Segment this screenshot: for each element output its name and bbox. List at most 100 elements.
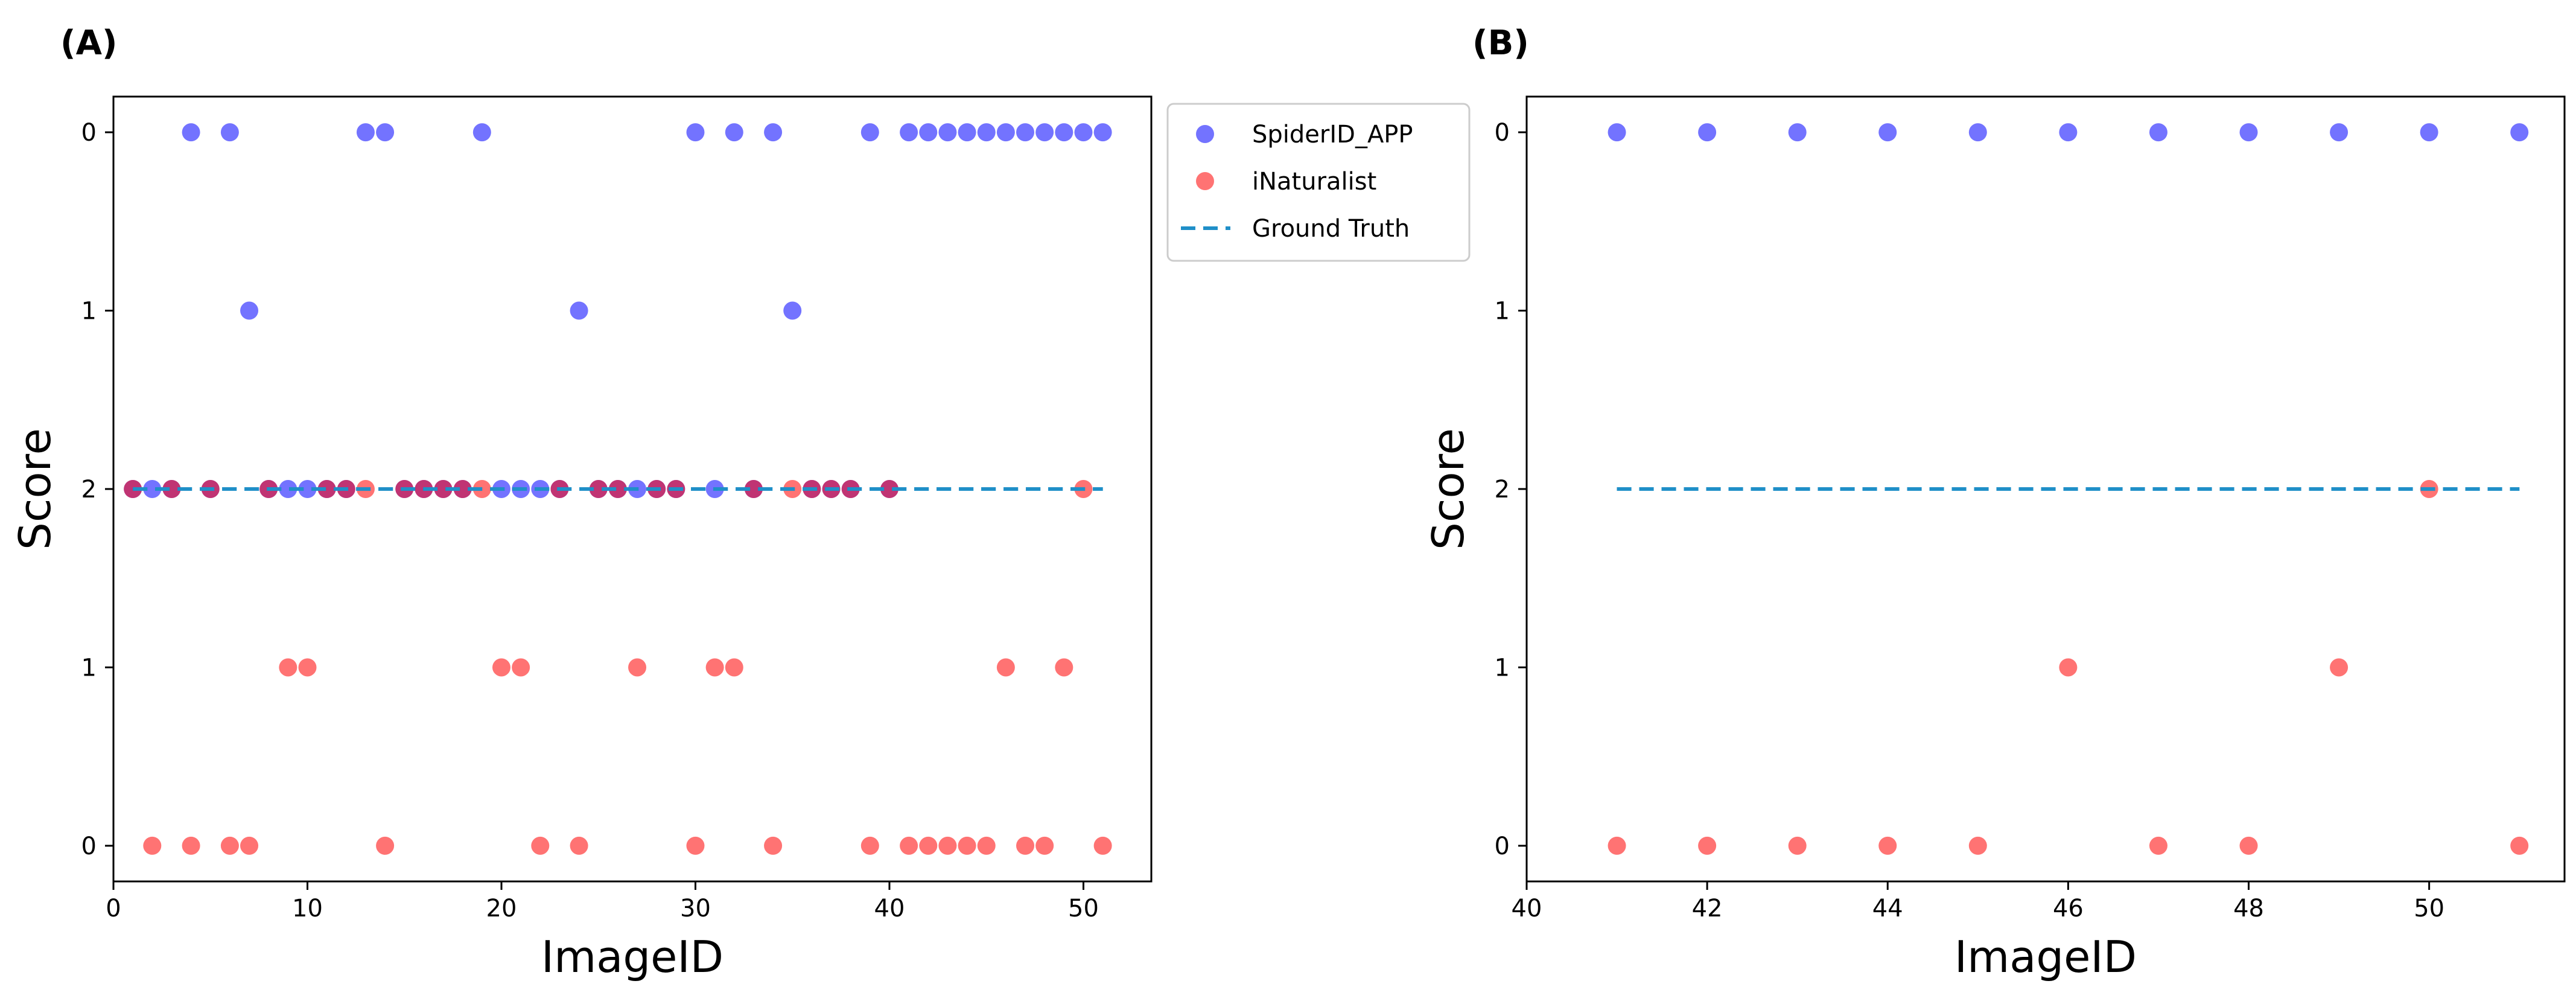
inaturalist-point <box>900 836 918 855</box>
spiderid-app-point <box>2330 123 2349 142</box>
inaturalist-point <box>919 836 938 855</box>
spiderid-app-point <box>977 123 996 142</box>
inaturalist-point <box>958 836 976 855</box>
spiderid-app-point <box>958 123 976 142</box>
spiderid-app-point <box>1055 123 1073 142</box>
inaturalist-point <box>2059 658 2078 677</box>
inaturalist-point <box>182 836 200 855</box>
spiderid-app-point <box>938 123 957 142</box>
inaturalist-point <box>162 480 181 498</box>
y-tick-label: 1 <box>1495 298 1510 325</box>
legend-marker-1 <box>1196 172 1214 190</box>
inaturalist-point <box>705 658 724 677</box>
spiderid-app-point <box>279 480 297 498</box>
inaturalist-point <box>317 480 336 498</box>
x-tick-label: 40 <box>874 895 905 922</box>
y-tick-label: 1 <box>1495 654 1510 682</box>
inaturalist-point <box>1698 836 1717 855</box>
spiderid-app-point <box>298 480 317 498</box>
spiderid-app-point <box>1878 123 1897 142</box>
x-tick-label: 42 <box>1692 895 1723 922</box>
x-axis-label: ImageID <box>541 932 724 982</box>
legend-label-2: Ground Truth <box>1252 215 1410 243</box>
y-tick-label: 1 <box>81 654 97 682</box>
inaturalist-point <box>1016 836 1035 855</box>
spiderid-app-point <box>686 123 705 142</box>
inaturalist-point <box>531 836 550 855</box>
x-tick-label: 50 <box>2414 895 2444 922</box>
spiderid-app-point <box>1016 123 1035 142</box>
x-tick-label: 20 <box>486 895 517 922</box>
spiderid-app-point <box>1074 123 1093 142</box>
inaturalist-point <box>2149 836 2167 855</box>
spiderid-app-point <box>356 123 375 142</box>
legend: SpiderID_APP iNaturalist Ground Truth <box>1166 103 1471 262</box>
inaturalist-point <box>880 480 898 498</box>
spiderid-app-point <box>900 123 918 142</box>
inaturalist-point <box>1968 836 1987 855</box>
x-tick-label: 44 <box>1872 895 1903 922</box>
inaturalist-point <box>744 480 763 498</box>
spiderid-app-point <box>240 301 259 320</box>
spiderid-app-point <box>764 123 783 142</box>
y-tick-label: 0 <box>1495 833 1510 860</box>
spiderid-app-point <box>996 123 1015 142</box>
y-tick-label: 0 <box>81 833 97 860</box>
inaturalist-point <box>434 480 453 498</box>
inaturalist-point <box>1608 836 1626 855</box>
x-tick-label: 46 <box>2053 895 2084 922</box>
legend-label-1: iNaturalist <box>1252 168 1376 196</box>
y-axis-label: Score <box>1423 428 1474 550</box>
y-axis-label: Score <box>10 428 60 550</box>
inaturalist-point <box>143 836 162 855</box>
inaturalist-point <box>2239 836 2258 855</box>
inaturalist-point <box>1788 836 1807 855</box>
spiderid-app-point <box>1608 123 1626 142</box>
spiderid-app-point <box>2510 123 2529 142</box>
spiderid-app-point <box>1788 123 1807 142</box>
spiderid-app-point <box>570 301 588 320</box>
inaturalist-point <box>298 658 317 677</box>
spiderid-app-point <box>783 301 802 320</box>
x-tick-label: 50 <box>1068 895 1099 922</box>
x-axis-label: ImageID <box>1954 932 2137 982</box>
x-tick-label: 40 <box>1512 895 1542 922</box>
legend-label-0: SpiderID_APP <box>1252 121 1413 149</box>
spiderid-app-point <box>1093 123 1112 142</box>
inaturalist-point <box>453 480 472 498</box>
inaturalist-point <box>512 658 530 677</box>
spiderid-app-point <box>2420 123 2438 142</box>
inaturalist-point <box>938 836 957 855</box>
inaturalist-point <box>2510 836 2529 855</box>
spiderid-app-point <box>1035 123 1054 142</box>
inaturalist-point <box>860 836 879 855</box>
spiderid-app-point <box>1698 123 1717 142</box>
inaturalist-point <box>240 836 259 855</box>
spiderid-app-point <box>725 123 743 142</box>
spiderid-app-point <box>143 480 162 498</box>
x-tick-label: 10 <box>292 895 323 922</box>
legend-box <box>1166 103 1471 262</box>
x-tick-label: 0 <box>106 895 121 922</box>
inaturalist-point <box>725 658 743 677</box>
inaturalist-point <box>977 836 996 855</box>
panel-label: (A) <box>60 24 118 63</box>
spiderid-app-point <box>2149 123 2167 142</box>
spiderid-app-point <box>376 123 395 142</box>
panel-label: (B) <box>1472 24 1529 63</box>
spiderid-app-point <box>472 123 491 142</box>
inaturalist-point <box>996 658 1015 677</box>
inaturalist-point <box>764 836 783 855</box>
spiderid-app-point <box>1968 123 1987 142</box>
y-tick-label: 2 <box>1495 476 1510 504</box>
inaturalist-point <box>589 480 608 498</box>
x-tick-label: 30 <box>680 895 711 922</box>
inaturalist-point <box>2330 658 2349 677</box>
y-tick-label: 1 <box>81 298 97 325</box>
spiderid-app-point <box>2059 123 2078 142</box>
spiderid-app-point <box>182 123 200 142</box>
y-tick-label: 0 <box>1495 119 1510 147</box>
inaturalist-point <box>279 658 297 677</box>
